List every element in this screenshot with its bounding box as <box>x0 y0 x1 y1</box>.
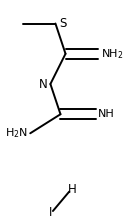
Text: N: N <box>39 78 47 90</box>
Text: H: H <box>67 183 76 196</box>
Text: H$_2$N: H$_2$N <box>5 126 28 140</box>
Text: NH: NH <box>98 109 115 119</box>
Text: I: I <box>49 206 52 219</box>
Text: S: S <box>59 17 67 30</box>
Text: NH$_2$: NH$_2$ <box>101 47 123 61</box>
